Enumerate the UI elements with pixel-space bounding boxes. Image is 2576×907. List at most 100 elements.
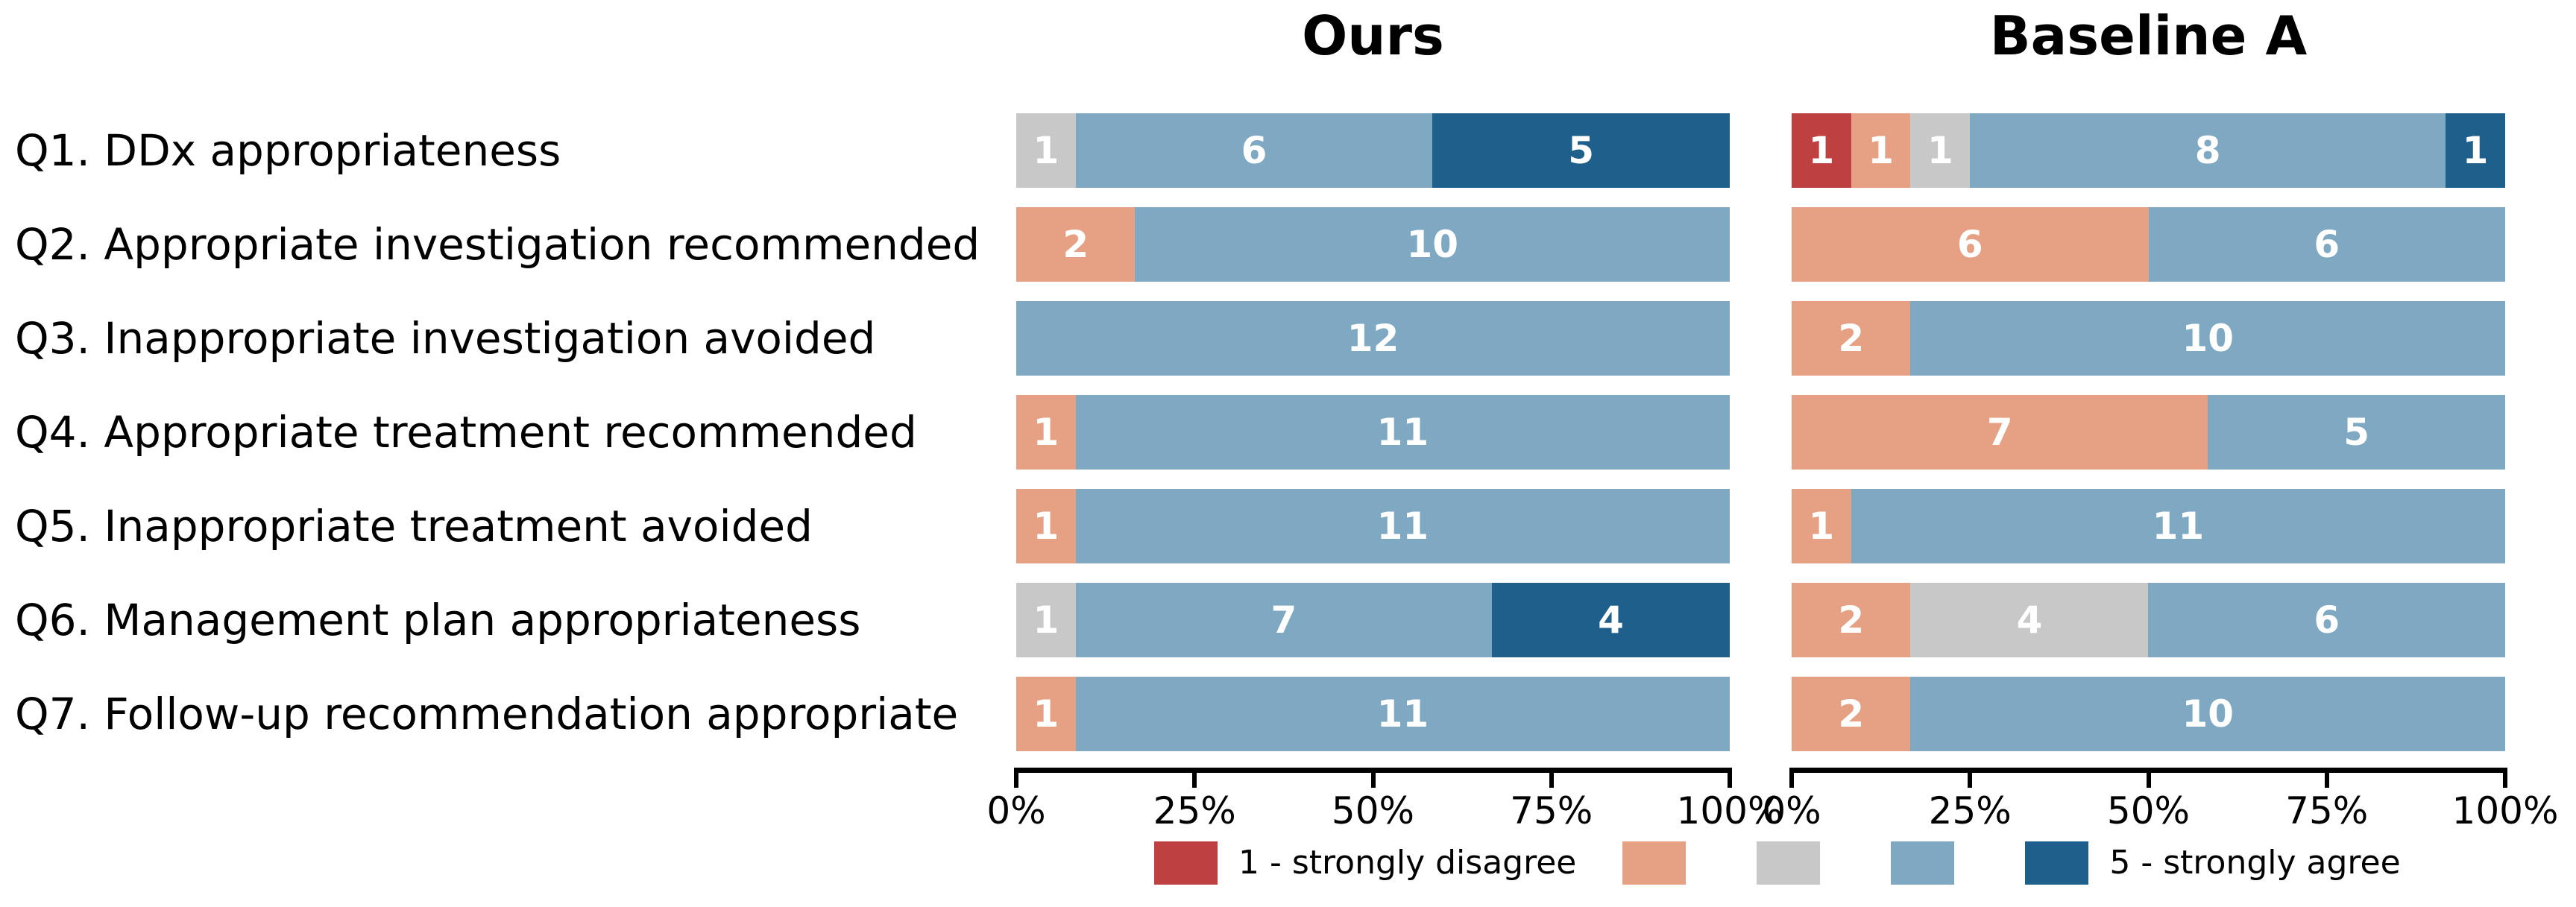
bar-segment-label: 7 xyxy=(1270,598,1297,642)
bar-segment-level-4: 6 xyxy=(2148,583,2505,657)
bar-segment-level-4: 10 xyxy=(1910,677,2505,751)
axis-tick xyxy=(1549,768,1554,788)
legend-swatch-level-3 xyxy=(1757,841,1821,885)
bar-row: 2 4 6 xyxy=(1792,583,2505,657)
legend-entry xyxy=(1891,841,1955,885)
axis-tick-label: 50% xyxy=(2106,789,2191,832)
bar-segment-label: 11 xyxy=(2152,505,2205,548)
bar-row: 12 xyxy=(1016,301,1730,376)
legend-entry: 1 - strongly disagree xyxy=(1154,841,1576,885)
axis-tick-label: 100% xyxy=(1676,789,1783,832)
bar-segment-label: 11 xyxy=(1376,692,1429,736)
axis-tick xyxy=(1968,768,1973,788)
legend-entry: 5 - strongly agree xyxy=(2025,841,2401,885)
axis-tick-label: 25% xyxy=(1153,789,1236,832)
category-label: Q1. DDx appropriateness xyxy=(15,125,561,176)
legend-entry xyxy=(1622,841,1687,885)
bar-row: 1 11 xyxy=(1016,677,1730,751)
bar-segment-level-5: 5 xyxy=(1432,113,1730,188)
bar-row: 1 11 xyxy=(1792,489,2505,563)
bar-row: 1 6 5 xyxy=(1016,113,1730,188)
bar-segment-level-4: 11 xyxy=(1851,489,2505,563)
legend-swatch-level-4 xyxy=(1891,841,1955,885)
bar-segment-label: 10 xyxy=(1406,223,1459,266)
bar-segment-label: 6 xyxy=(2314,223,2340,266)
bar-segment-label: 11 xyxy=(1376,505,1429,548)
bar-segment-level-2: 2 xyxy=(1792,677,1911,751)
bar-segment-level-4: 11 xyxy=(1075,489,1730,563)
category-label: Q5. Inappropriate treatment avoided xyxy=(15,501,813,552)
bar-segment-level-2: 2 xyxy=(1792,583,1911,657)
panel-title: Ours xyxy=(1302,4,1444,67)
bar-segment-label: 1 xyxy=(1927,129,1953,172)
bar-segment-level-2: 1 xyxy=(1016,395,1076,470)
bar-segment-label: 10 xyxy=(2182,692,2235,736)
bar-segment-level-2: 1 xyxy=(1016,677,1076,751)
axis-tick-label: 0% xyxy=(1762,789,1821,832)
bar-segment-label: 5 xyxy=(1568,129,1594,172)
bar-segment-level-4: 10 xyxy=(1910,301,2505,376)
legend-swatch-level-1 xyxy=(1154,841,1218,885)
bar-segment-level-4: 6 xyxy=(1075,113,1433,188)
bar-segment-level-4: 8 xyxy=(1970,113,2446,188)
bar-segment-label: 6 xyxy=(1241,129,1267,172)
bar-segment-label: 10 xyxy=(2182,317,2235,360)
bar-segment-label: 12 xyxy=(1347,317,1399,360)
bar-segment-level-4: 11 xyxy=(1075,677,1730,751)
bar-segment-level-2: 2 xyxy=(1792,301,1911,376)
bar-segment-label: 1 xyxy=(2462,129,2489,172)
bar-segment-level-5: 4 xyxy=(1491,583,1730,657)
axis-tick-label: 100% xyxy=(2451,789,2559,832)
axis-tick xyxy=(2503,768,2507,788)
legend-entry-label: 5 - strongly agree xyxy=(2109,844,2401,882)
bar-segment-label: 4 xyxy=(2016,598,2043,642)
bar-segment-label: 1 xyxy=(1033,129,1059,172)
axis-tick xyxy=(1728,768,1732,788)
bar-segment-label: 5 xyxy=(2343,411,2370,454)
bar-segment-level-1: 1 xyxy=(1792,113,1851,188)
bar-segment-label: 8 xyxy=(2194,129,2221,172)
bar-segment-label: 1 xyxy=(1033,411,1059,454)
bar-segment-label: 1 xyxy=(1033,598,1059,642)
axis-tick-label: 50% xyxy=(1331,789,1415,832)
bar-segment-level-2: 2 xyxy=(1016,207,1136,282)
bar-segment-label: 1 xyxy=(1808,505,1835,548)
bar-segment-level-3: 4 xyxy=(1910,583,2149,657)
category-label: Q3. Inappropriate investigation avoided xyxy=(15,313,876,364)
bar-segment-level-5: 1 xyxy=(2446,113,2505,188)
bar-segment-level-4: 6 xyxy=(2148,207,2505,282)
axis-tick xyxy=(1192,768,1197,788)
bar-segment-label: 11 xyxy=(1376,411,1429,454)
bar-row: 1 11 xyxy=(1016,489,1730,563)
bar-segment-label: 2 xyxy=(1838,317,1865,360)
bar-segment-level-3: 1 xyxy=(1016,113,1076,188)
bar-segment-level-4: 12 xyxy=(1016,301,1730,376)
bar-segment-label: 7 xyxy=(1986,411,2013,454)
bar-segment-level-2: 7 xyxy=(1792,395,2208,470)
legend-swatch-level-2 xyxy=(1622,841,1687,885)
bar-row: 2 10 xyxy=(1792,677,2505,751)
panel-baseline-a: Baseline A 1 1 1 8 1 6 6 2 10 7 5 1 11 2 4 6 2 10 0% 25% 50… xyxy=(1762,0,2558,907)
bar-segment-level-4: 5 xyxy=(2208,395,2505,470)
legend: 1 - strongly disagree 5 - strongly agree xyxy=(1154,841,2401,885)
bar-segment-label: 2 xyxy=(1838,598,1865,642)
bar-segment-level-2: 1 xyxy=(1016,489,1076,563)
bar-segment-label: 1 xyxy=(1033,505,1059,548)
axis-tick-label: 75% xyxy=(1510,789,1593,832)
bar-segment-label: 1 xyxy=(1808,129,1835,172)
bar-row: 1 7 4 xyxy=(1016,583,1730,657)
axis-tick xyxy=(1014,768,1018,788)
axis-tick-label: 25% xyxy=(1928,789,2012,832)
bar-segment-level-3: 1 xyxy=(1910,113,1971,188)
bar-segment-level-2: 1 xyxy=(1792,489,1851,563)
axis-tick xyxy=(2324,768,2329,788)
panel-title: Baseline A xyxy=(1989,4,2308,67)
category-label: Q7. Follow-up recommendation appropriate xyxy=(15,689,959,739)
bar-segment-level-4: 7 xyxy=(1075,583,1492,657)
bar-segment-level-4: 11 xyxy=(1075,395,1730,470)
axis-tick xyxy=(2146,768,2151,788)
axis-tick xyxy=(1370,768,1376,788)
bar-row: 2 10 xyxy=(1016,207,1730,282)
